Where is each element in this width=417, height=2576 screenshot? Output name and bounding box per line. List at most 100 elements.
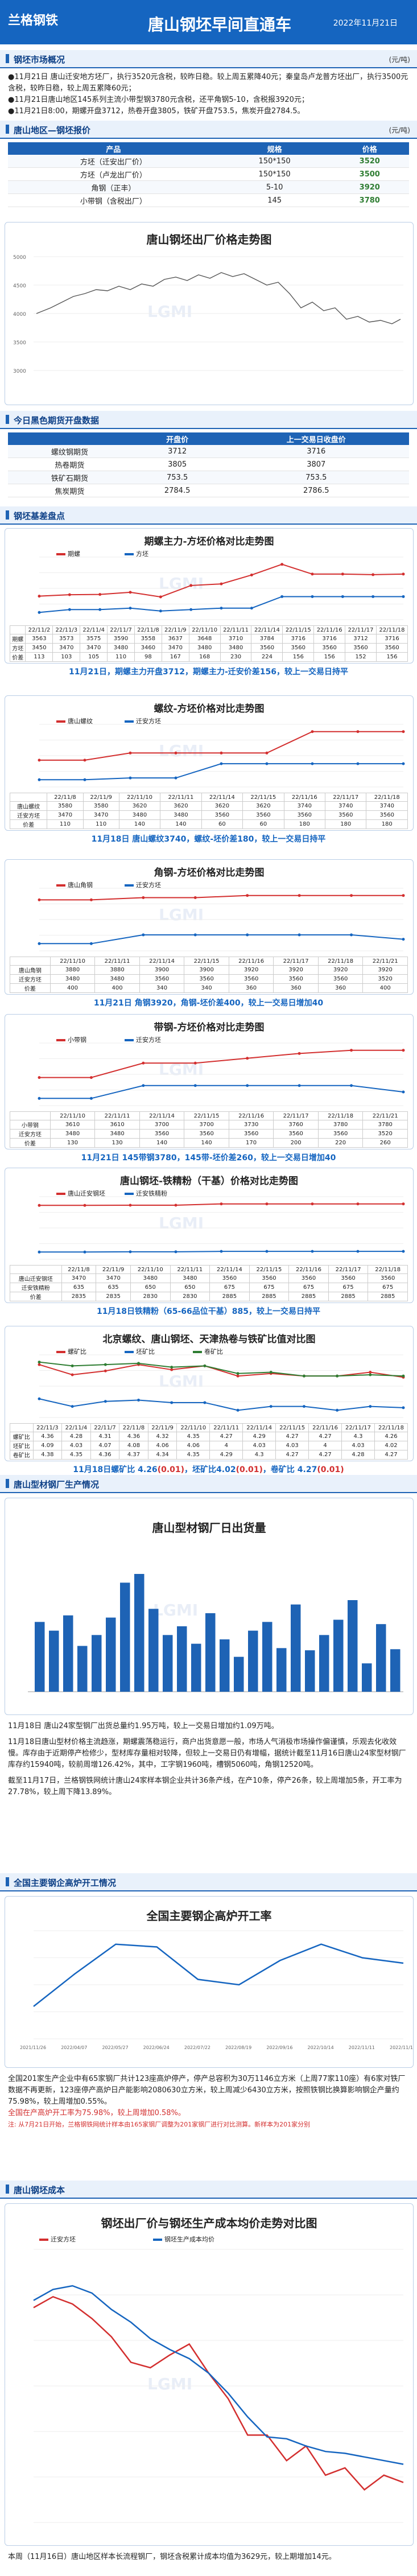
data-point [104, 1370, 107, 1373]
data-point [142, 896, 144, 899]
chart-caption: 11月21日 角钢3920，角钢-坯价差400，较上一交易日增加40 [0, 997, 417, 1008]
data-point [237, 1409, 240, 1412]
data-point [311, 595, 314, 598]
data-point [402, 938, 405, 941]
data-point [311, 763, 314, 765]
data-point [159, 609, 162, 612]
chart-caption: 11月18日螺矿比 4.26(0.01)，坯矿比4.02(0.01)，卷矿比 4… [0, 1464, 417, 1475]
data-point [280, 563, 283, 566]
price-trend-line [36, 273, 401, 324]
furnace-summary: 全国201家生产企业中有65家钢厂共计123座高炉停产，停产总容积为30万114… [8, 2074, 409, 2108]
data-point [68, 593, 71, 596]
chart-data-table: 22/11/222/11/322/11/422/11/722/11/822/11… [10, 625, 408, 662]
data-point [350, 894, 353, 897]
data-point [137, 1399, 140, 1402]
data-point [90, 942, 93, 945]
section-marker-icon [6, 2185, 9, 2194]
table-header [8, 432, 131, 445]
data-point [38, 759, 41, 761]
data-point [142, 1084, 144, 1087]
blast-furnace-chart: 全国主要钢企高炉开工率 2021/11/262022/04/072022/05/… [5, 1896, 414, 2068]
market-line: ●11月21日8:00，期螺开盘3712，热卷开盘3805，铁矿开盘753.5，… [8, 106, 409, 117]
cost-series-line [34, 2297, 403, 2490]
data-point [71, 1373, 74, 1376]
data-point [311, 1202, 314, 1205]
table-row: 热卷期货38053807 [8, 458, 409, 471]
bar [390, 1649, 401, 1692]
data-point [270, 1405, 273, 1408]
data-point [137, 1362, 140, 1365]
data-point [371, 595, 374, 598]
x-tick-label: 2022/06/24 [143, 2045, 170, 2050]
page-title: 唐山钢坯早间直通车 [148, 13, 291, 35]
data-point [402, 1406, 405, 1409]
data-point [237, 1375, 240, 1378]
data-point [129, 1204, 132, 1207]
basis-chart-5: 唐山钢坯-铁精粉（干基）价格对比走势图LGMI唐山迁安钢坯迁安铁精粉22/11/… [5, 1168, 414, 1303]
table-row: 铁矿石期货753.5753.5 [8, 471, 409, 484]
data-point [38, 595, 41, 597]
x-tick-label: 2022/04/07 [61, 2045, 87, 2050]
data-point [142, 933, 144, 936]
section-marker-icon [6, 54, 9, 63]
data-point [129, 777, 132, 780]
data-point [402, 894, 405, 897]
section-market-overview: 钢坯市场概况 (元/吨) [0, 50, 417, 68]
section-marker-icon [6, 510, 9, 520]
data-point [90, 1076, 93, 1079]
data-point [303, 1405, 305, 1408]
data-point [266, 1250, 269, 1253]
data-point [38, 1398, 41, 1400]
brand-logo: 兰格钢铁 [8, 10, 58, 28]
basis-chart-2: 螺纹-方坯价格对比走势图LGMI唐山螺纹迁安方坯22/11/822/11/922… [5, 695, 414, 831]
chart-caption: 11月18日 唐山螺纹3740，螺纹-坯价差180，较上一交易日持平 [0, 833, 417, 844]
data-point [129, 591, 132, 593]
data-point [129, 1250, 132, 1253]
bar [191, 1644, 201, 1692]
data-point [280, 595, 283, 598]
x-tick-label: 2022/11/11 [349, 2045, 375, 2050]
data-point [341, 572, 344, 575]
table-header: 开盘价 [131, 432, 224, 445]
svg-text:3500: 3500 [13, 340, 26, 346]
data-point [237, 1372, 240, 1375]
data-point [68, 608, 71, 611]
data-point [175, 777, 177, 780]
data-point [38, 1097, 41, 1100]
data-point [203, 1401, 206, 1404]
table-header: 规格 [219, 142, 331, 155]
data-point [336, 1375, 338, 1378]
table-header: 价格 [331, 142, 409, 155]
data-point [129, 752, 132, 755]
data-point [71, 1405, 74, 1408]
bar [134, 1574, 144, 1692]
data-point [84, 778, 86, 781]
cost-chart: 钢坯出厂价与钢坯生产成本均价走势对比图 迁安方坯 钢坯生产成本均价 LGMI [5, 2203, 414, 2546]
data-point [311, 1250, 314, 1253]
series-line [39, 896, 403, 900]
section-production: 唐山型材钢厂生产情况 [0, 1475, 417, 1493]
section-cost: 唐山钢坯成本 [0, 2181, 417, 2199]
unit-label: (元/吨) [389, 125, 410, 135]
data-point [38, 942, 41, 945]
data-point [98, 593, 101, 596]
market-text: ●11月21日 唐山迁安地方坯厂，执行3520元含税，较昨日稳。较上周五累降40… [8, 72, 409, 117]
data-point [402, 595, 405, 598]
data-point [175, 1250, 177, 1253]
table-row: 方坯（卢龙出厂价）150*1503500 [8, 168, 409, 181]
bar [205, 1613, 216, 1692]
data-point [194, 933, 197, 936]
bar [77, 1646, 88, 1692]
data-point [104, 1363, 107, 1366]
cost-text: 本周（11月16日）唐山地区样本长流程钢厂，钢坯含税累计成本均值为3629元，较… [8, 2552, 409, 2563]
bar [362, 1663, 372, 1692]
section-title: 钢坯基差盘点 [14, 510, 65, 522]
market-line: ●11月21日唐山地区145系列主流小带型钢3780元含税，还平角钢5-10，含… [8, 94, 409, 106]
x-tick-label: 2022/09/16 [266, 2045, 292, 2050]
cost-series-line [34, 2286, 403, 2464]
chart-data-table: 22/11/1022/11/1122/11/1422/11/1522/11/16… [10, 957, 408, 993]
data-point [142, 1062, 144, 1065]
section-basis: 钢坯基差盘点 [0, 506, 417, 525]
chart-data-table: 22/11/822/11/922/11/1022/11/1122/11/1422… [10, 793, 408, 829]
production-capacity: 截至11月17日，兰格钢铁网统计唐山24家样本钢企业共计36条产线，在产10条，… [8, 1775, 409, 1798]
